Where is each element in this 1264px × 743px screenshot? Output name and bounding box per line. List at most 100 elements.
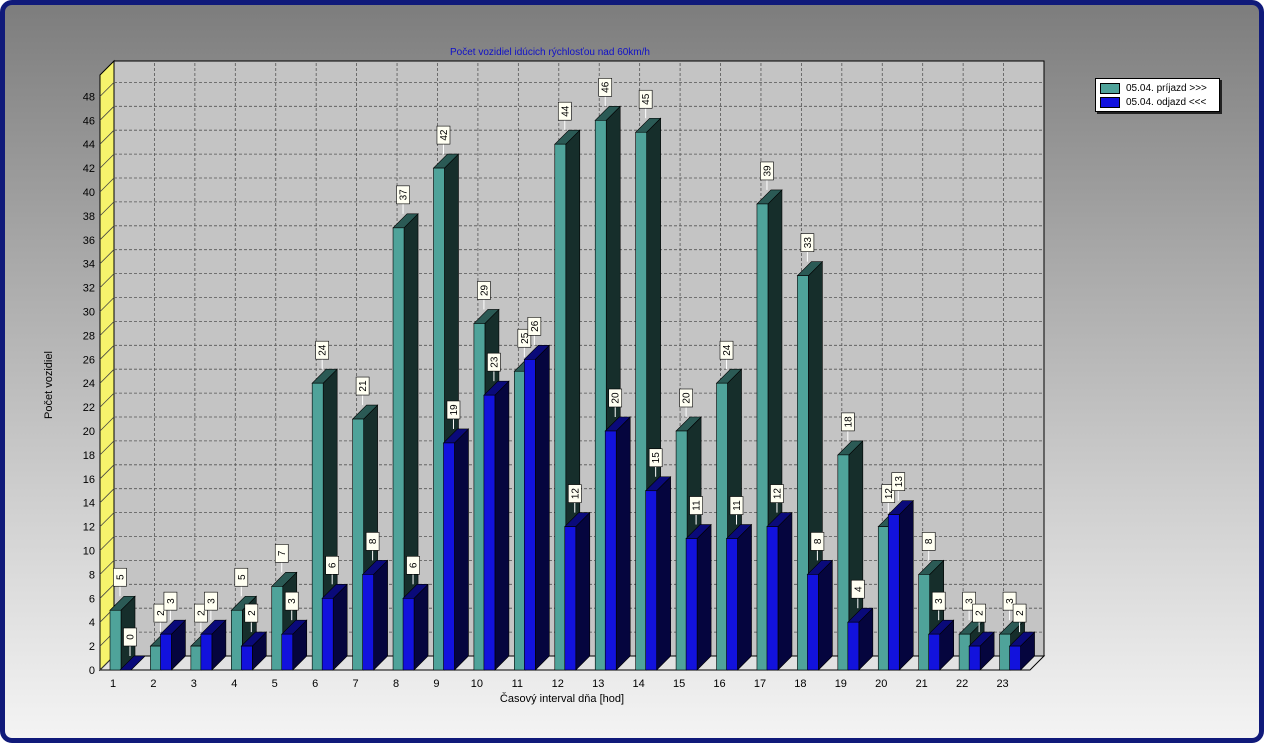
data-label-box [760,161,774,181]
bar-front [756,203,769,671]
data-label-text: 42 [439,129,450,141]
data-label-departures: 3 [284,591,299,621]
data-label-departures: 0 [123,627,137,656]
bar-departures [200,619,227,671]
data-label-text: 12 [884,488,895,500]
data-label-departures: 3 [931,591,946,621]
y-tick-label: 34 [83,259,95,271]
bar-front [958,633,971,671]
legend-item-departures: 05.04. odjazd <<< [1100,95,1215,109]
data-label-box [851,579,865,599]
data-label-box [234,567,249,587]
chart-canvas: Počet vozidiel idúcich rýchlosťou nad 60… [43,47,1046,705]
y-tick-label: 46 [83,115,95,127]
y-tick-mark [99,249,115,264]
bar-side [656,476,671,671]
y-tick-label: 2 [89,641,95,653]
data-label-box [315,340,329,360]
y-tick-label: 40 [83,187,95,199]
bar-departures [361,559,389,671]
bar-front [433,167,445,671]
x-tick-label: 15 [673,678,685,690]
bar-front [362,574,374,671]
bar-side [737,523,752,671]
data-label-box [770,484,784,503]
legend-swatch-arrivals [1100,82,1120,94]
data-label-arrivals: 42 [436,125,451,155]
bar-front [918,574,930,671]
y-tick-label: 18 [83,450,95,462]
data-label-box [163,591,178,611]
legend-item-arrivals: 05.04. príjazd >>> [1100,81,1215,95]
bar-departures [968,631,995,671]
bar-front [1009,645,1021,671]
data-label-box [244,603,259,623]
data-label-box [406,555,420,575]
bar-departures [766,511,793,671]
data-label-text: 12 [772,488,783,500]
data-label-box [557,101,572,121]
data-label-text: 3 [206,598,217,604]
data-label-text: 6 [328,562,339,568]
data-label-text: 8 [813,538,824,544]
data-label-text: 39 [762,165,773,177]
y-tick-mark [99,129,115,145]
data-label-text: 46 [601,81,612,93]
y-axis-title: Počet vozidiel [43,351,55,419]
data-label-text: 5 [116,574,127,580]
bar-side [373,559,388,671]
y-tick-label: 0 [89,665,95,677]
y-tick-label: 32 [83,283,95,295]
bar-side [615,416,631,671]
y-tick-mark [99,225,115,241]
data-label-text: 8 [368,538,379,544]
data-label-text: 25 [520,332,531,344]
data-label-departures: 11 [689,496,703,525]
y-tick-label: 14 [83,498,95,510]
data-label-text: 21 [358,380,369,392]
data-label-box [608,388,623,408]
bar-front [716,382,728,671]
bar-departures [887,499,914,671]
bar-front [726,538,738,671]
bar-departures [281,619,308,671]
data-label-box [689,496,703,515]
bar-front [443,442,455,671]
data-label-departures: 23 [487,352,501,382]
y-tick-label: 24 [83,378,95,390]
bar-departures [159,619,187,671]
data-label-box [325,555,339,575]
bar-front [311,382,324,671]
x-tick-label: 17 [754,678,766,690]
y-tick-mark [99,536,115,551]
x-tick-label: 13 [592,678,604,690]
data-label-box [567,484,582,503]
legend-label-arrivals: 05.04. príjazd >>> [1126,82,1207,94]
x-tick-label: 8 [393,678,399,690]
data-label-box [841,412,855,432]
bar-front [685,538,698,671]
y-tick-label: 42 [83,163,95,175]
data-label-departures: 19 [446,400,461,429]
data-label-text: 2 [975,610,986,616]
x-tick-label: 19 [835,678,847,690]
data-label-text: 37 [399,189,410,201]
y-tick-mark [99,153,115,169]
data-label-arrivals: 24 [719,340,734,370]
bar-front [514,370,526,671]
y-tick-label: 10 [83,546,95,558]
y-tick-label: 26 [83,354,95,366]
x-tick-label: 2 [150,678,156,690]
bar-top [119,655,146,671]
x-tick-label: 7 [353,678,359,690]
bar-front [635,131,647,671]
bar-front [281,633,294,671]
data-label-box [436,125,451,145]
data-label-text: 12 [570,488,581,500]
x-tick-label: 9 [433,678,439,690]
data-label-box [931,591,946,611]
bar-front [675,430,688,671]
y-tick-label: 30 [83,307,95,319]
data-label-arrivals: 24 [315,340,329,370]
